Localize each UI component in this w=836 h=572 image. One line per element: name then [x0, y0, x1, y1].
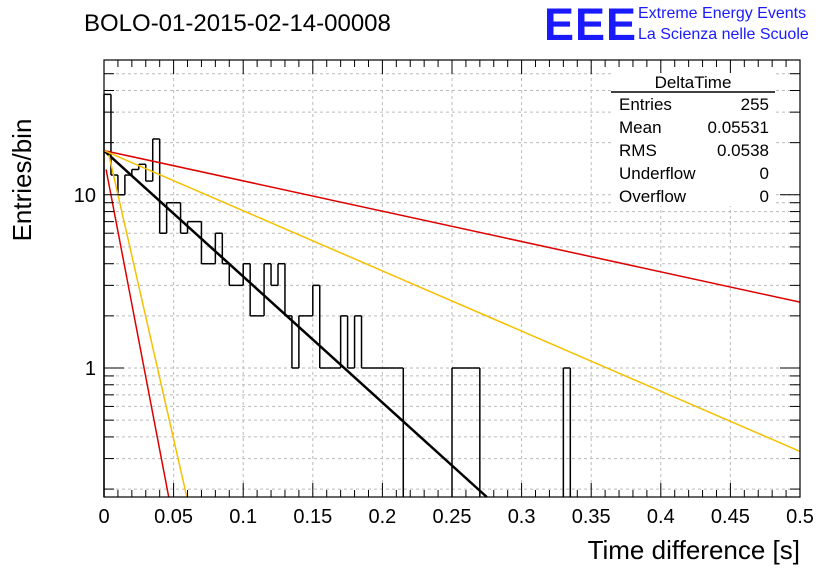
stat-label-0: Entries [619, 95, 672, 114]
stats-box: DeltaTime Entries 255 Mean 0.05531 RMS 0.0538… [611, 73, 775, 206]
axis-ticks [103, 60, 801, 497]
stat-label-4: Overflow [619, 187, 687, 206]
x-tick-label-6: 0.3 [508, 506, 536, 528]
fit-line-0 [103, 149, 488, 498]
fit-line-2 [103, 149, 801, 453]
x-tick-label-10: 0.5 [786, 506, 814, 528]
x-tick-label-3: 0.15 [293, 506, 332, 528]
stat-value-3: 0 [760, 164, 769, 183]
stat-value-0: 255 [741, 95, 769, 114]
stats-box-bg [611, 73, 775, 206]
x-tick-label-5: 0.25 [433, 506, 472, 528]
x-tick-label-2: 0.1 [229, 506, 257, 528]
x-tick-label-4: 0.2 [368, 506, 396, 528]
stat-label-2: RMS [619, 141, 657, 160]
fit-line-3 [105, 169, 170, 498]
stat-value-4: 0 [760, 187, 769, 206]
chart-title: BOLO-01-2015-02-14-00008 [84, 10, 391, 37]
x-tick-label-8: 0.4 [647, 506, 675, 528]
logo-line-1: Extreme Energy Events [638, 5, 807, 22]
fit-line-1 [103, 149, 801, 303]
y-axis-label: Entries/bin [7, 119, 37, 242]
stat-label-3: Underflow [619, 164, 696, 183]
logo-line-2: La Scienza nelle Scuole [638, 26, 809, 43]
fit-lines [103, 149, 801, 498]
grid-lines [104, 60, 800, 497]
x-axis-label: Time difference [s] [588, 535, 800, 565]
eee-logo: EEE [544, 0, 638, 50]
y-tick-label-1: 10 [74, 185, 96, 207]
stats-box-title: DeltaTime [655, 73, 732, 92]
fit-line-4 [108, 154, 188, 498]
stat-label-1: Mean [619, 118, 662, 137]
x-tick-label-0: 0 [98, 506, 109, 528]
x-tick-label-1: 0.05 [154, 506, 193, 528]
axis-tick-labels: 0 0.05 0.1 0.15 0.2 0.25 0.3 0.35 0.4 0.45 0.5 1 10 [74, 185, 814, 528]
y-tick-label-0: 1 [85, 358, 96, 380]
x-tick-label-7: 0.35 [572, 506, 611, 528]
stat-value-2: 0.0538 [717, 141, 769, 160]
x-tick-label-9: 0.45 [711, 506, 750, 528]
stat-value-1: 0.05531 [708, 118, 769, 137]
